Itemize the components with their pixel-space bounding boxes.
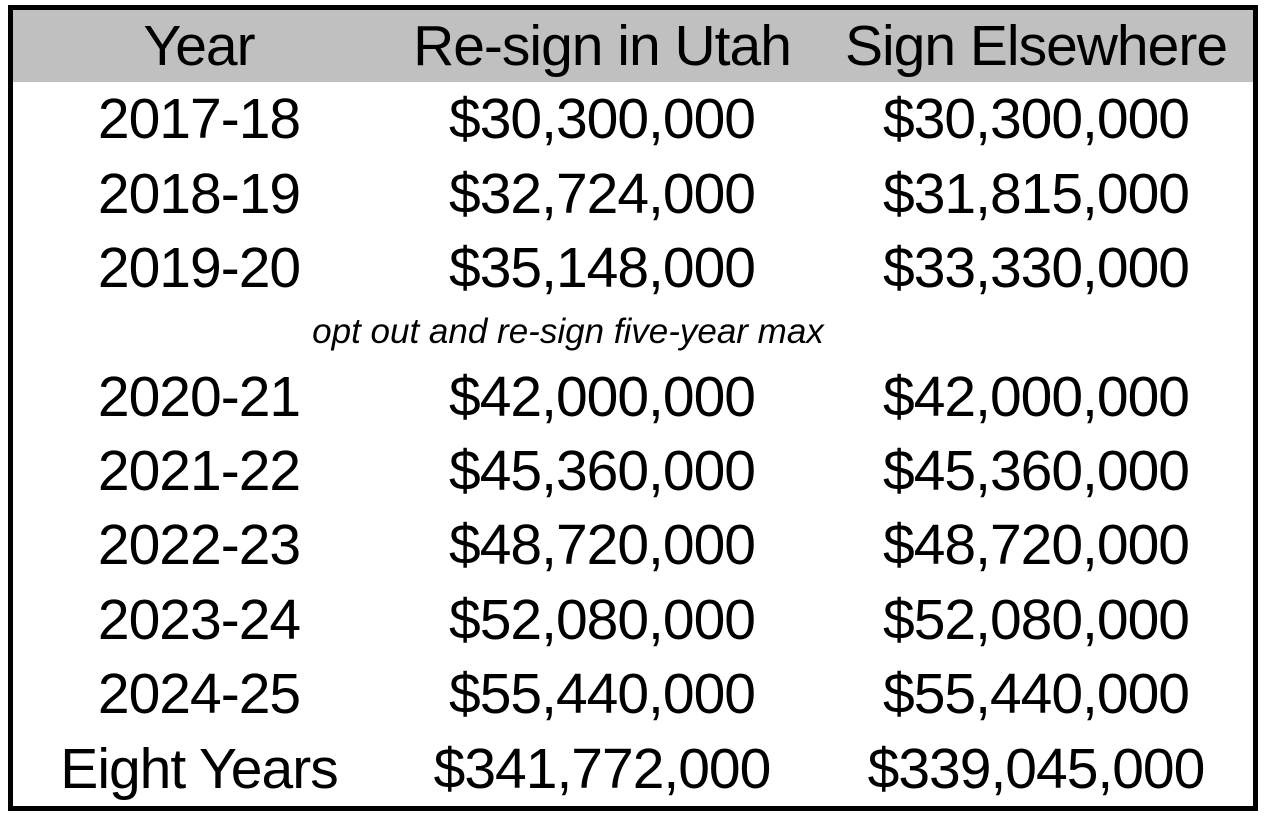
resign-utah-cell: $45,360,000 — [449, 438, 756, 503]
note-text: opt out and re-sign five-year max — [312, 312, 824, 352]
resign-utah-cell: $32,724,000 — [449, 161, 756, 226]
table-row: Eight Years $341,772,000 $339,045,000 — [13, 732, 1253, 806]
column-header-resign-utah: Re-sign in Utah — [413, 14, 792, 78]
sign-elsewhere-cell: $31,815,000 — [883, 161, 1190, 226]
resign-utah-cell: $30,300,000 — [449, 87, 756, 152]
table-row: 2024-25 $55,440,000 $55,440,000 — [13, 657, 1253, 731]
table-row: 2022-23 $48,720,000 $48,720,000 — [13, 508, 1253, 582]
year-cell: 2021-22 — [97, 438, 301, 503]
year-cell: 2018-19 — [97, 161, 301, 226]
column-header-year: Year — [143, 14, 255, 78]
sign-elsewhere-cell: $33,330,000 — [883, 236, 1190, 301]
resign-utah-cell: $341,772,000 — [433, 736, 772, 801]
salary-comparison-table: Year Re-sign in Utah Sign Elsewhere 2017… — [8, 5, 1258, 811]
resign-utah-cell: $35,148,000 — [449, 236, 756, 301]
year-cell: 2022-23 — [97, 513, 301, 578]
sign-elsewhere-cell: $42,000,000 — [883, 364, 1190, 429]
year-cell: 2020-21 — [97, 364, 301, 429]
table-body: 2017-18 $30,300,000 $30,300,000 2018-19 $32,… — [13, 82, 1253, 806]
sign-elsewhere-cell: $52,080,000 — [883, 587, 1190, 652]
sign-elsewhere-cell: $48,720,000 — [883, 513, 1190, 578]
resign-utah-cell: $55,440,000 — [449, 662, 756, 727]
resign-utah-cell: $52,080,000 — [449, 587, 756, 652]
table-header-row: Year Re-sign in Utah Sign Elsewhere — [13, 10, 1253, 82]
sign-elsewhere-cell: $55,440,000 — [883, 662, 1190, 727]
table-row: 2018-19 $32,724,000 $31,815,000 — [13, 156, 1253, 230]
table-row: 2021-22 $45,360,000 $45,360,000 — [13, 434, 1253, 508]
year-cell: 2023-24 — [97, 587, 301, 652]
sign-elsewhere-cell: $45,360,000 — [883, 438, 1190, 503]
year-cell: 2024-25 — [97, 662, 301, 727]
resign-utah-cell: $42,000,000 — [449, 364, 756, 429]
resign-utah-cell: $48,720,000 — [449, 513, 756, 578]
table-row: 2023-24 $52,080,000 $52,080,000 — [13, 583, 1253, 657]
year-cell: 2017-18 — [97, 87, 301, 152]
table-row: 2019-20 $35,148,000 $33,330,000 — [13, 231, 1253, 305]
sign-elsewhere-cell: $30,300,000 — [883, 87, 1190, 152]
year-cell: 2019-20 — [97, 236, 301, 301]
table-row: 2020-21 $42,000,000 $42,000,000 — [13, 359, 1253, 433]
year-cell: Eight Years — [60, 736, 338, 801]
table-row: 2017-18 $30,300,000 $30,300,000 — [13, 82, 1253, 156]
column-header-sign-elsewhere: Sign Elsewhere — [844, 14, 1228, 78]
note-row: opt out and re-sign five-year max — [13, 305, 1253, 359]
sign-elsewhere-cell: $339,045,000 — [867, 736, 1206, 801]
